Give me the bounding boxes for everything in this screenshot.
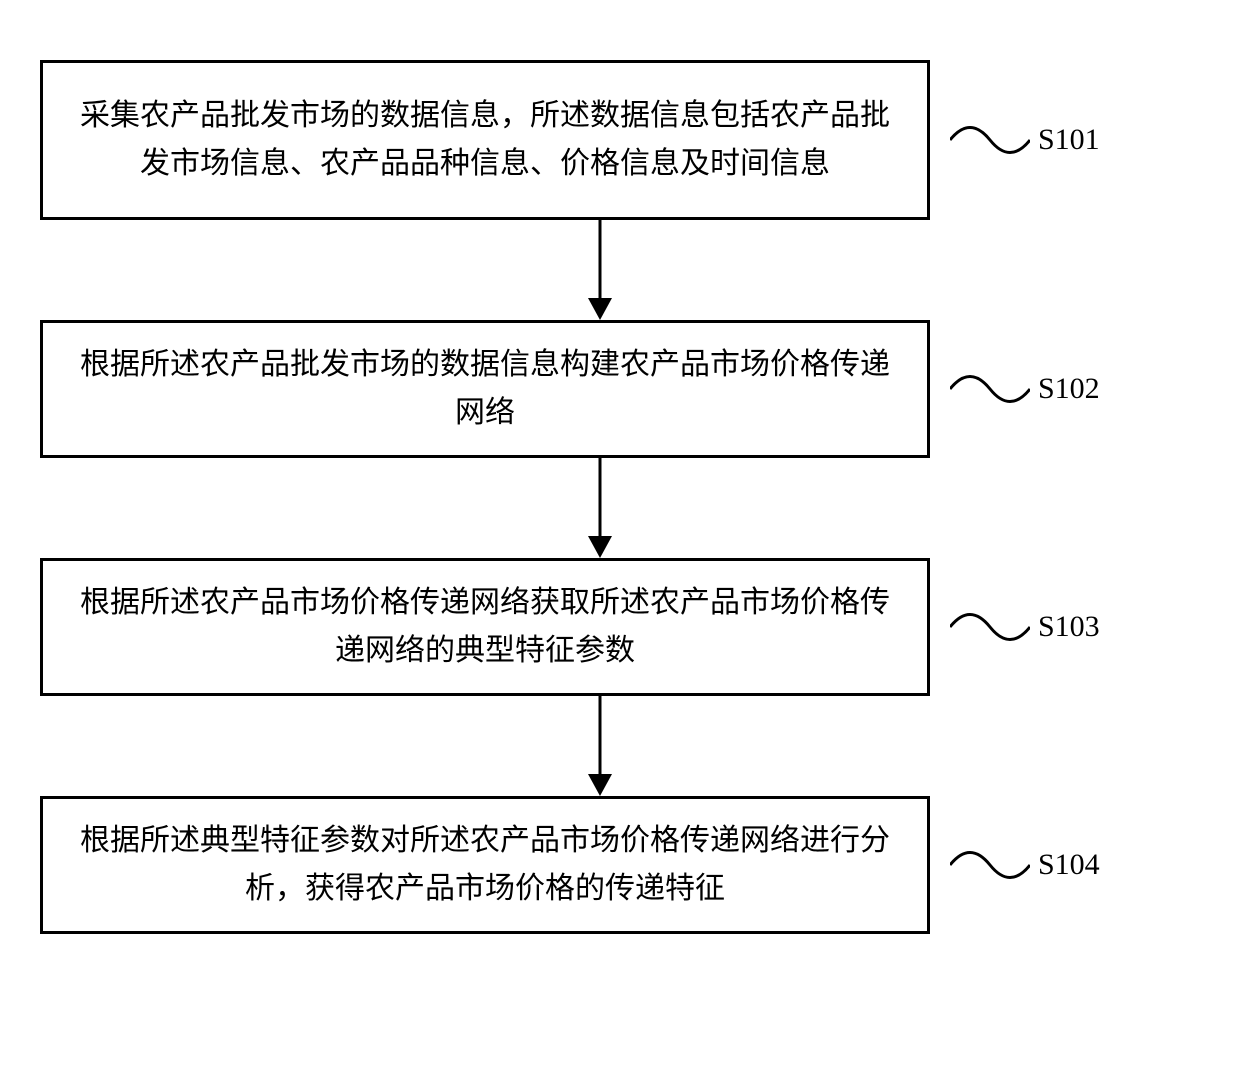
step-text-1: 采集农产品批发市场的数据信息，所述数据信息包括农产品批发市场信息、农产品品种信息… <box>67 92 903 188</box>
arrow-container-2 <box>155 458 1045 558</box>
arrow-down-icon <box>580 696 620 796</box>
step-row-4: 根据所述典型特征参数对所述农产品市场价格传递网络进行分析，获得农产品市场价格的传… <box>40 796 1160 934</box>
step-row-2: 根据所述农产品批发市场的数据信息构建农产品市场价格传递网络 S102 <box>40 320 1160 458</box>
step-box-1: 采集农产品批发市场的数据信息，所述数据信息包括农产品批发市场信息、农产品品种信息… <box>40 60 930 220</box>
label-group-2: S102 <box>950 359 1100 419</box>
wave-connector-icon <box>950 110 1030 170</box>
step-label-2: S102 <box>1038 372 1100 406</box>
label-group-4: S104 <box>950 835 1100 895</box>
step-text-2: 根据所述农产品批发市场的数据信息构建农产品市场价格传递网络 <box>67 341 903 437</box>
arrow-down-icon <box>580 220 620 320</box>
flowchart-container: 采集农产品批发市场的数据信息，所述数据信息包括农产品批发市场信息、农产品品种信息… <box>40 60 1160 934</box>
step-row-3: 根据所述农产品市场价格传递网络获取所述农产品市场价格传递网络的典型特征参数 S1… <box>40 558 1160 696</box>
arrow-container-3 <box>155 696 1045 796</box>
step-text-3: 根据所述农产品市场价格传递网络获取所述农产品市场价格传递网络的典型特征参数 <box>67 579 903 675</box>
wave-connector-icon <box>950 359 1030 419</box>
wave-connector-icon <box>950 597 1030 657</box>
arrow-container-1 <box>155 220 1045 320</box>
step-row-1: 采集农产品批发市场的数据信息，所述数据信息包括农产品批发市场信息、农产品品种信息… <box>40 60 1160 220</box>
label-group-1: S101 <box>950 110 1100 170</box>
step-text-4: 根据所述典型特征参数对所述农产品市场价格传递网络进行分析，获得农产品市场价格的传… <box>67 817 903 913</box>
step-label-3: S103 <box>1038 610 1100 644</box>
step-box-2: 根据所述农产品批发市场的数据信息构建农产品市场价格传递网络 <box>40 320 930 458</box>
step-label-1: S101 <box>1038 123 1100 157</box>
step-box-4: 根据所述典型特征参数对所述农产品市场价格传递网络进行分析，获得农产品市场价格的传… <box>40 796 930 934</box>
wave-connector-icon <box>950 835 1030 895</box>
step-box-3: 根据所述农产品市场价格传递网络获取所述农产品市场价格传递网络的典型特征参数 <box>40 558 930 696</box>
arrow-down-icon <box>580 458 620 558</box>
label-group-3: S103 <box>950 597 1100 657</box>
step-label-4: S104 <box>1038 848 1100 882</box>
